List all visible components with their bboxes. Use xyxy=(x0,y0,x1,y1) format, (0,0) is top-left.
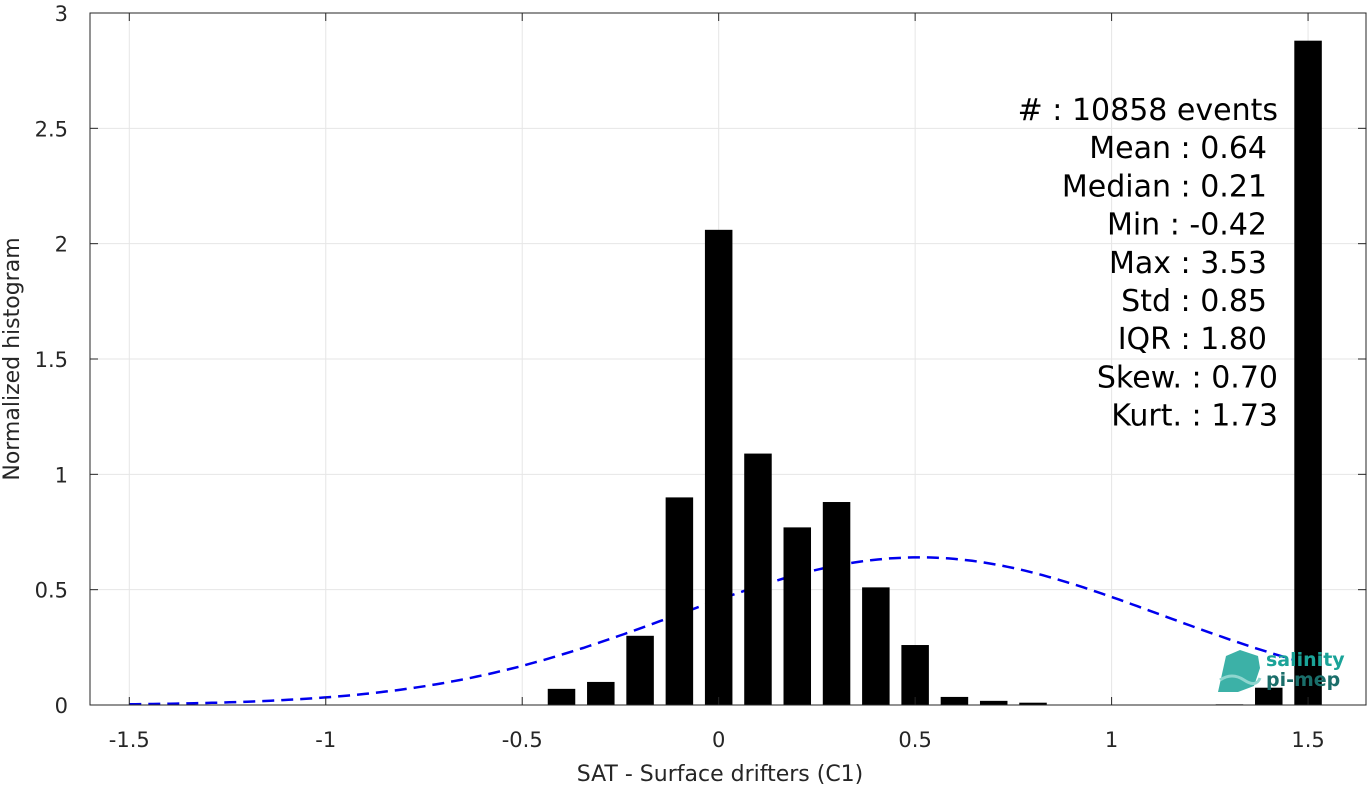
logo-icon xyxy=(1218,650,1260,692)
stat-line-0: # : 10858 events xyxy=(1018,93,1278,128)
bar-11 xyxy=(979,700,1008,705)
x-tick-labels: -1.5 -1 -0.5 0 0.5 1 1.5 xyxy=(109,13,1325,752)
bar-2 xyxy=(626,635,654,705)
bar-7 xyxy=(822,502,851,705)
x-tick-label-4: 0.5 xyxy=(898,728,931,752)
y-tick-label-4: 2 xyxy=(55,233,68,257)
bar-5 xyxy=(744,453,772,705)
stat-line-6: IQR : 1.80 xyxy=(1118,322,1267,357)
x-tick-label-3: 0 xyxy=(712,728,725,752)
stat-line-4: Max : 3.53 xyxy=(1109,246,1267,281)
x-tick-label-6: 1.5 xyxy=(1291,728,1324,752)
logo-line1: salinity xyxy=(1266,649,1345,671)
y-tick-label-6: 3 xyxy=(55,2,68,26)
y-tick-label-5: 2.5 xyxy=(35,117,68,141)
bar-9 xyxy=(901,645,929,705)
bar-6 xyxy=(783,527,812,705)
x-axis-label: SAT - Surface drifters (C1) xyxy=(577,762,864,785)
x-tick-label-1: -1 xyxy=(315,728,336,752)
y-tick-labels: 0 0.5 1 1.5 2 2.5 3 xyxy=(35,2,1366,718)
bars-group xyxy=(547,40,1322,706)
bar-15 xyxy=(1294,40,1322,706)
y-tick-label-2: 1 xyxy=(55,463,68,487)
bar-4 xyxy=(704,229,733,705)
logo-line2: pi-mep xyxy=(1266,669,1340,691)
stat-line-8: Kurt. : 1.73 xyxy=(1111,399,1278,434)
y-tick-label-1: 0.5 xyxy=(35,579,68,603)
x-tick-label-0: -1.5 xyxy=(109,728,150,752)
bar-10 xyxy=(940,696,969,705)
stat-line-5: Std : 0.85 xyxy=(1121,284,1267,319)
stat-line-7: Skew. : 0.70 xyxy=(1097,360,1278,395)
bar-14 xyxy=(1255,687,1283,705)
x-tick-label-5: 1 xyxy=(1105,728,1118,752)
bar-8 xyxy=(862,587,890,705)
stat-line-1: Mean : 0.64 xyxy=(1089,131,1267,166)
bar-0 xyxy=(547,688,576,705)
salinity-pimep-logo: salinity pi-mep xyxy=(1218,649,1345,692)
stat-line-2: Median : 0.21 xyxy=(1062,169,1267,204)
y-axis-label: Normalized histogram xyxy=(0,237,25,480)
bar-12 xyxy=(1019,702,1047,705)
bar-3 xyxy=(665,497,694,705)
y-tick-label-0: 0 xyxy=(55,694,68,718)
bar-1 xyxy=(587,681,615,705)
stat-line-3: Min : -0.42 xyxy=(1107,208,1267,243)
y-tick-label-3: 1.5 xyxy=(35,348,68,372)
x-tick-label-2: -0.5 xyxy=(502,728,543,752)
logo-icon-wave xyxy=(1219,674,1262,685)
